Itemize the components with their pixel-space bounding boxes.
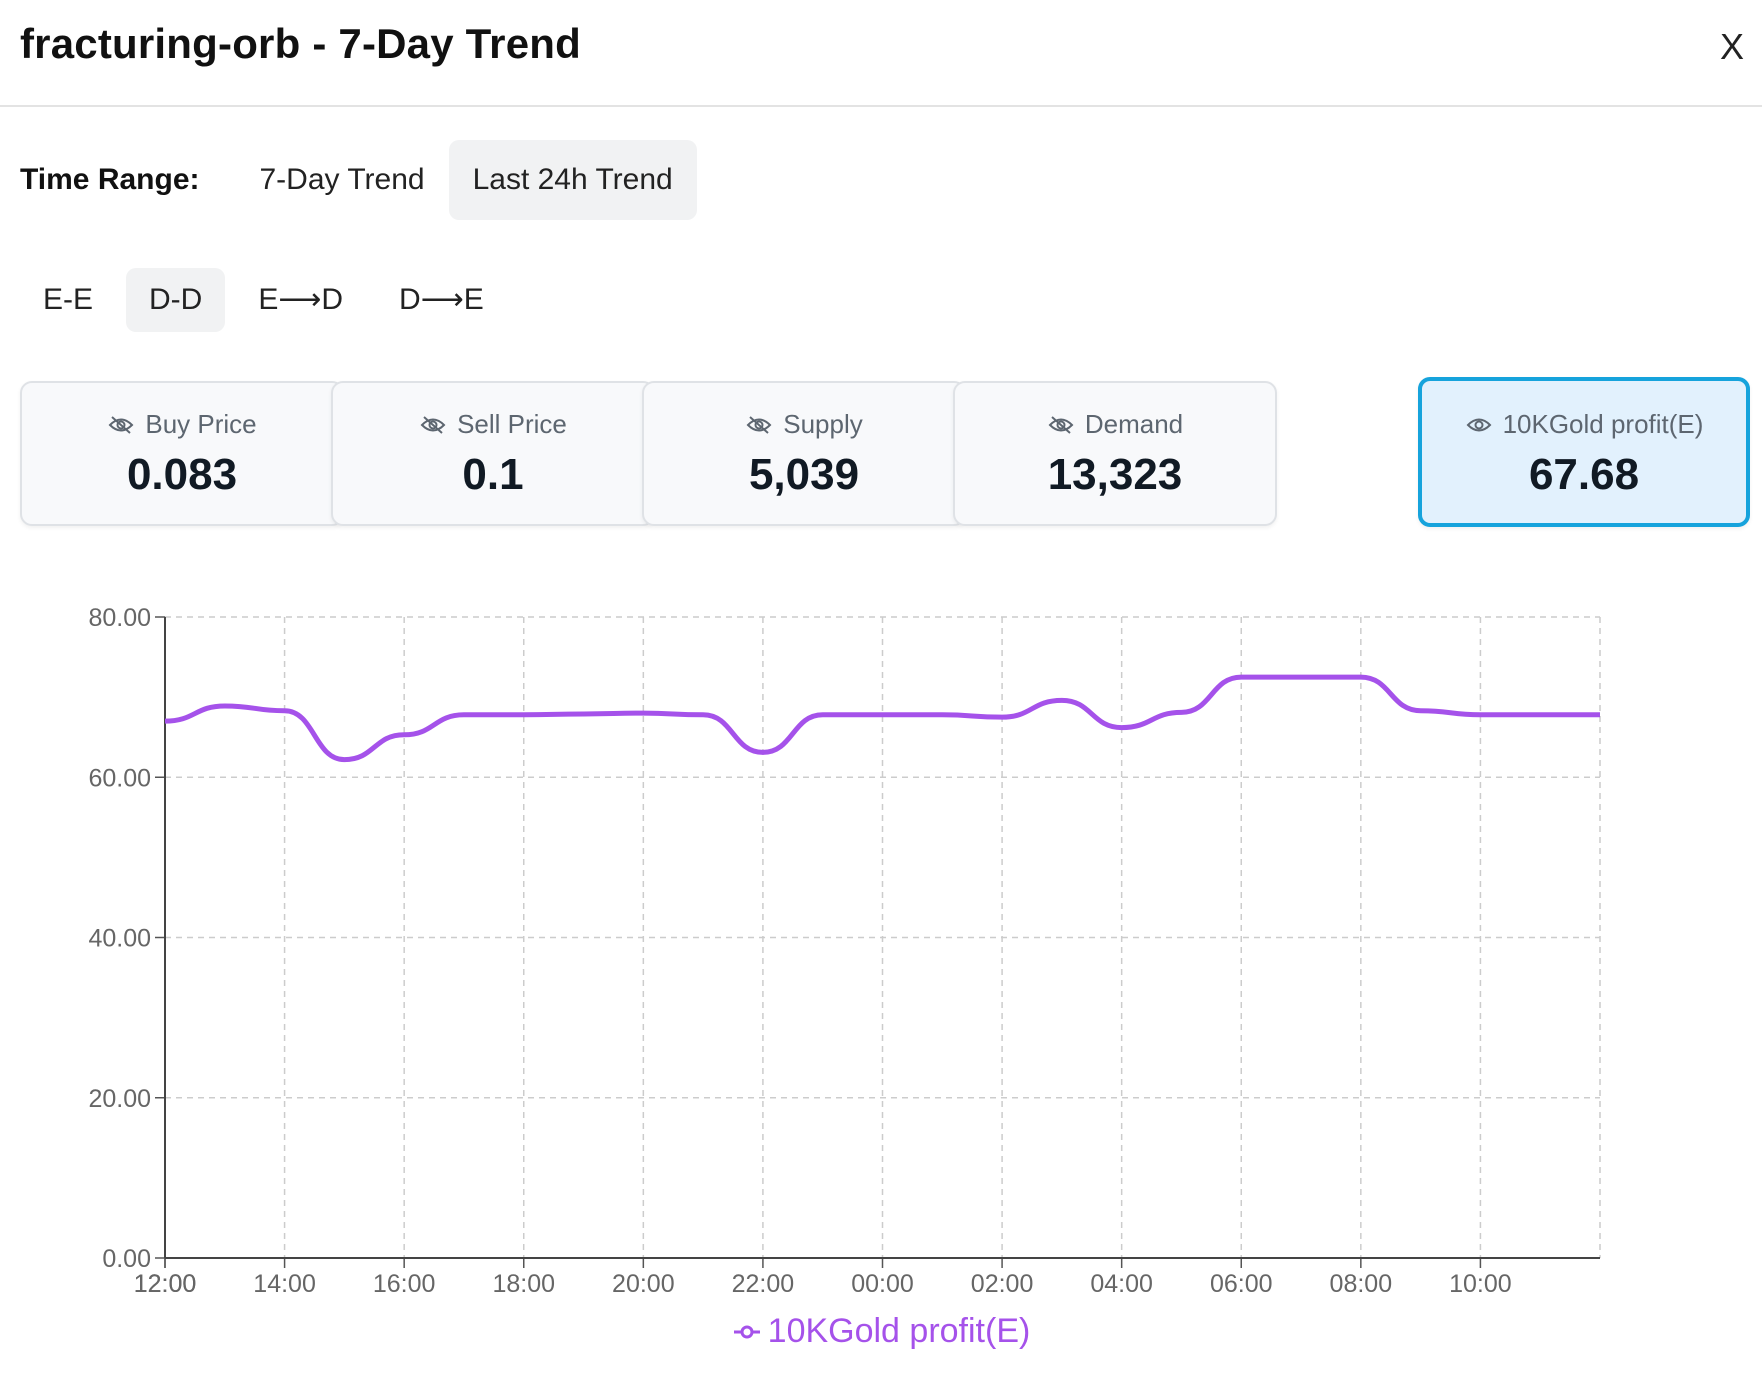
metric-label: Supply: [783, 409, 863, 439]
x-tick-label: 10:00: [1449, 1270, 1512, 1298]
metric-card-supply[interactable]: Supply 5,039: [642, 381, 966, 526]
metric-value: 0.1: [462, 450, 524, 499]
time-range-7day-button[interactable]: 7-Day Trend: [259, 163, 425, 196]
trend-chart: 0.00 20.00 40.00 60.00 80.00 12:00 14:00 16:00 1…: [0, 590, 1762, 1390]
chart-legend[interactable]: 10KGold profit(E): [0, 1312, 1762, 1351]
close-button[interactable]: X: [1719, 26, 1744, 67]
metric-label: Sell Price: [457, 409, 567, 439]
mode-tab-e-e[interactable]: E-E: [43, 283, 94, 316]
eye-off-icon: [420, 415, 446, 434]
time-range-selector: Time Range: 7-Day Trend Last 24h Trend: [20, 140, 697, 220]
y-tick-label: 60.00: [88, 764, 151, 792]
y-tick-label: 20.00: [88, 1085, 151, 1113]
metric-value: 5,039: [748, 450, 860, 499]
metric-value: 0.083: [126, 450, 238, 499]
mode-tab-d-to-e[interactable]: D⟶E: [399, 283, 484, 316]
metric-card-sell-price[interactable]: Sell Price 0.1: [331, 381, 655, 526]
series-line-10kgold-profit: [164, 674, 1600, 763]
x-tick-label: 06:00: [1210, 1270, 1273, 1298]
metric-label: 10KGold profit(E): [1502, 409, 1704, 439]
x-tick-label: 02:00: [971, 1270, 1034, 1298]
metric-card-10kgold-profit[interactable]: 10KGold profit(E) 67.68: [1418, 377, 1750, 527]
x-tick-label: 18:00: [492, 1270, 555, 1298]
x-tick-label: 00:00: [851, 1270, 914, 1298]
x-tick-label: 20:00: [612, 1270, 675, 1298]
mode-tab-e-to-d[interactable]: E⟶D: [258, 283, 344, 316]
metric-value: 67.68: [1528, 450, 1640, 499]
line-chart: 0.00 20.00 40.00 60.00 80.00 12:00 14:00 16:00 1…: [88, 604, 1601, 1298]
eye-off-icon: [746, 415, 772, 434]
eye-off-icon: [108, 415, 134, 434]
metric-card-buy-price[interactable]: Buy Price 0.083: [20, 381, 344, 526]
metric-card-demand[interactable]: Demand 13,323: [953, 381, 1277, 526]
metric-cards: Buy Price 0.083 Sell Price 0.1 Supply 5,…: [20, 377, 1750, 528]
page-title: fracturing-orb - 7-Day Trend: [20, 20, 581, 67]
mode-tabs: E-E D-D E⟶D D⟶E: [20, 268, 517, 332]
dialog-header: fracturing-orb - 7-Day Trend X: [0, 0, 1762, 107]
time-range-24h-button[interactable]: Last 24h Trend: [448, 140, 697, 220]
x-tick-label: 12:00: [134, 1270, 197, 1298]
y-tick-label: 80.00: [88, 604, 151, 632]
metric-label: Buy Price: [145, 409, 257, 439]
x-tick-label: 08:00: [1330, 1270, 1393, 1298]
x-tick-label: 04:00: [1090, 1270, 1153, 1298]
y-tick-label: 40.00: [88, 925, 151, 953]
eye-icon: [1466, 418, 1491, 431]
x-tick-label: 14:00: [253, 1270, 316, 1298]
y-tick-label: 0.00: [102, 1245, 151, 1273]
metric-value: 13,323: [1047, 450, 1183, 499]
eye-off-icon: [1048, 415, 1074, 434]
x-tick-label: 16:00: [373, 1270, 436, 1298]
x-tick-label: 22:00: [732, 1270, 795, 1298]
metric-label: Demand: [1084, 409, 1184, 439]
legend-series-icon: [733, 1325, 760, 1338]
x-tick-label: 12:00: [134, 1270, 197, 1298]
mode-tab-d-d[interactable]: D-D: [126, 268, 226, 332]
legend-series-label: 10KGold profit(E): [767, 1312, 1031, 1350]
time-range-label: Time Range:: [20, 163, 200, 196]
